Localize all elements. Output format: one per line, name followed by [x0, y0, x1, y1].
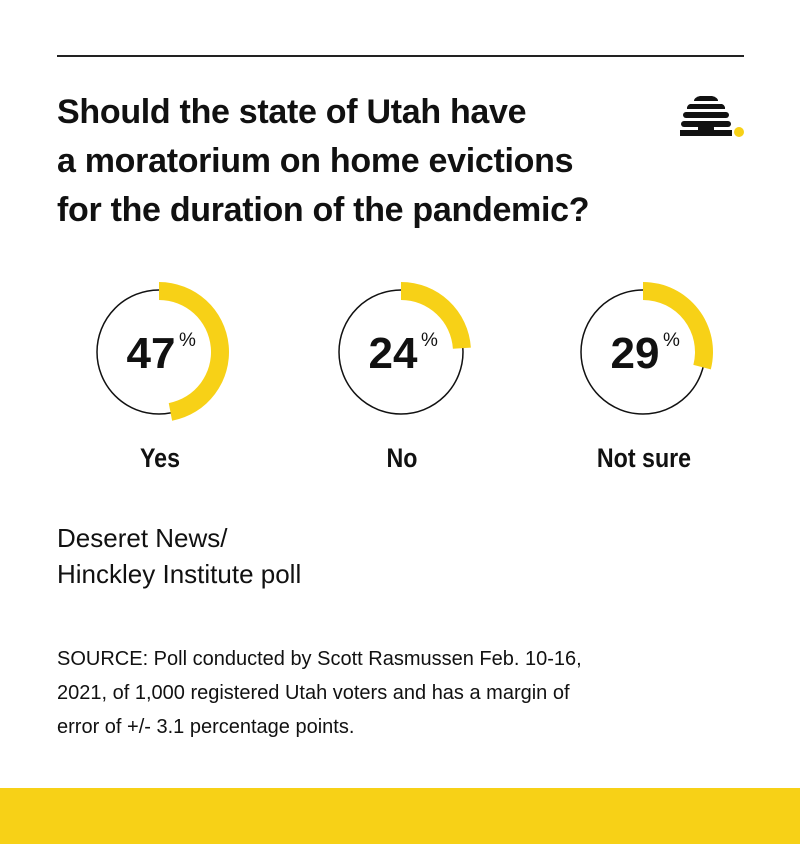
- category-label-yes: Yes: [139, 443, 181, 473]
- source-line-1: SOURCE: Poll conducted by Scott Rasmusse…: [57, 648, 582, 670]
- value-label-no: 24: [369, 329, 418, 378]
- chart-title: Should the state of Utah have a moratori…: [57, 88, 677, 235]
- beehive-icon: [678, 92, 748, 142]
- poll-name-line-2: Hinckley Institute poll: [57, 559, 302, 589]
- poll-name-line-1: Deseret News/: [57, 523, 228, 553]
- category-label-no: No: [386, 443, 418, 473]
- source-line-3: error of +/- 3.1 percentage points.: [57, 716, 355, 738]
- value-label-not-sure: 29: [611, 329, 660, 378]
- footer-band: [0, 788, 800, 844]
- percent-sign-yes: %: [179, 330, 196, 351]
- top-rule: [57, 55, 744, 57]
- donut-yes: 47 %: [89, 282, 229, 422]
- donut-not-sure: 29 %: [573, 282, 713, 422]
- donut-arc-yes: [159, 282, 229, 421]
- donut-arc-no: [401, 282, 471, 349]
- source-line-2: 2021, of 1,000 registered Utah voters an…: [57, 682, 570, 704]
- donut-arc-not-sure: [643, 282, 713, 370]
- donut-no: 24 %: [331, 282, 471, 422]
- value-label-yes: 47: [127, 329, 176, 378]
- chart-title-line-3: for the duration of the pandemic?: [57, 191, 590, 229]
- poll-name: Deseret News/ Hinckley Institute poll: [57, 520, 301, 592]
- category-label-not-sure: Not sure: [596, 443, 692, 473]
- chart-title-line-1: Should the state of Utah have: [57, 93, 527, 131]
- chart-title-line-2: a moratorium on home evictions: [57, 142, 574, 180]
- source-note: SOURCE: Poll conducted by Scott Rasmusse…: [57, 642, 777, 744]
- percent-sign-no: %: [421, 330, 438, 351]
- percent-sign-not-sure: %: [663, 330, 680, 351]
